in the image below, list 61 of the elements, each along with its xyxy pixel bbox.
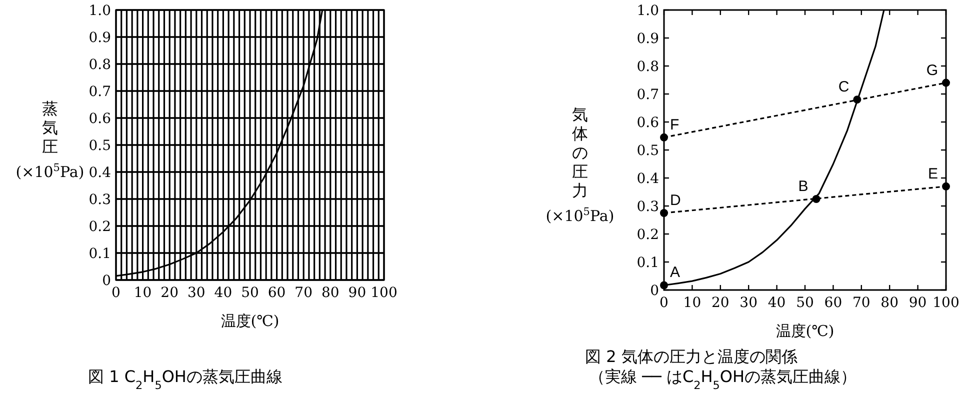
x-tick-label: 70: [852, 295, 870, 311]
y-tick-label: 0.9: [88, 30, 111, 46]
annotation: F: [670, 116, 680, 134]
y-tick-label: 0.6: [636, 115, 660, 131]
y-tick-label: 0.9: [636, 31, 659, 47]
x-tick-label: 20: [160, 285, 179, 301]
x-tick-label: 100: [932, 295, 960, 311]
annotation: G: [926, 62, 938, 79]
y-tick-label: 0.1: [636, 255, 659, 271]
text: 図 1 C$_{2}$H$_{5}$OHの蒸気圧曲線: [88, 367, 282, 392]
annotation: D: [670, 192, 681, 209]
y-tick-label: 0.5: [636, 143, 659, 159]
y-tick-label: 0.4: [636, 171, 660, 187]
y-tick-label: 1.0: [88, 3, 111, 19]
x-tick-label: 80: [321, 285, 340, 301]
y-tick-label: 0.4: [88, 165, 112, 181]
annotation: A: [670, 264, 680, 282]
y-axis-title: 蒸気圧 (×10$^{5}$Pa): [16, 99, 84, 181]
x-tick-label: 30: [740, 295, 758, 311]
x-tick-label: 20: [711, 295, 730, 311]
y-tick-label: 0.3: [636, 199, 659, 215]
y-tick-label: 0.8: [88, 57, 111, 73]
point: [660, 133, 668, 142]
point: [660, 209, 668, 217]
text: 図 2 気体の圧力と温度の関係: [585, 347, 798, 366]
y-tick-label: 0.8: [636, 59, 659, 75]
x-tick-label: 100: [370, 285, 398, 301]
annotation: C: [838, 78, 850, 96]
x-tick-label: 90: [908, 295, 927, 311]
x-tick-label: 50: [796, 295, 814, 311]
x-tick-label: 50: [241, 285, 259, 301]
y-tick-label: 0: [102, 273, 111, 289]
x-axis-title: 温度(℃): [776, 322, 834, 340]
x-tick-label: 60: [824, 295, 842, 311]
x-tick-label: 70: [294, 285, 313, 301]
y-tick-label: 0.2: [88, 219, 111, 235]
x-tick-label: 30: [187, 285, 206, 301]
y-tick-label: 0.6: [88, 111, 112, 127]
y-tick-label: 1.0: [636, 3, 659, 19]
x-tick-label: 40: [214, 285, 232, 301]
x-tick-label: 10: [683, 295, 702, 311]
point: [942, 78, 950, 87]
y-tick-label: 0.5: [88, 138, 111, 154]
y-tick-label: 0.1: [88, 246, 111, 262]
annotation: B: [798, 178, 808, 195]
y-axis-title: 気体の圧力 (×10$^{5}$Pa): [546, 105, 614, 225]
y-tick-label: 0.7: [88, 84, 111, 100]
y-tick-label: 0.3: [88, 192, 111, 208]
point: [812, 195, 820, 203]
text: （実線 ── はC$_{2}$H$_{5}$OHの蒸気圧曲線）: [589, 367, 857, 392]
point: [942, 182, 950, 190]
x-tick-label: 80: [880, 295, 899, 311]
y-tick-label: 0.2: [636, 227, 659, 243]
x-tick-label: 60: [268, 285, 286, 301]
y-tick-label: 0.7: [636, 87, 659, 103]
annotation: E: [928, 165, 938, 182]
x-axis-title: 温度(℃): [220, 312, 280, 330]
x-tick-label: 90: [348, 285, 366, 301]
x-tick-label: 40: [768, 295, 786, 311]
point: [853, 96, 862, 104]
x-tick-label: 10: [134, 285, 152, 301]
